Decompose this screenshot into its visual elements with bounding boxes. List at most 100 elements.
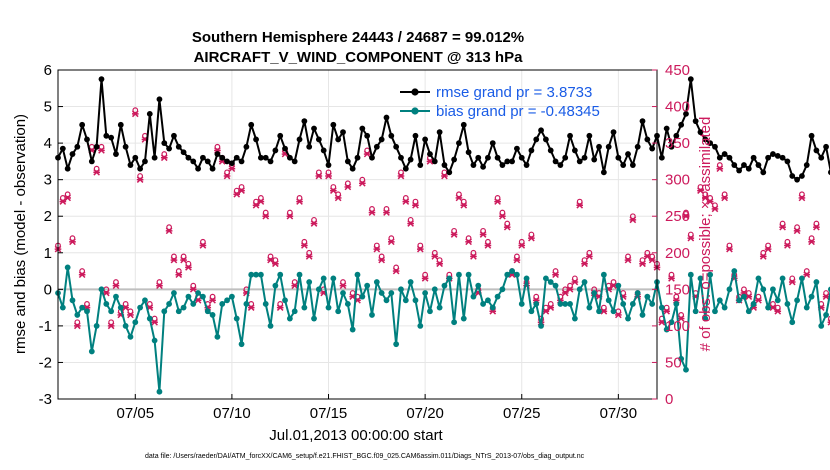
bias-point	[98, 286, 105, 293]
obs-possible-point	[547, 301, 554, 307]
obs-possible-point	[185, 260, 192, 267]
obs-assimilated-point	[102, 289, 110, 297]
obs-assimilated-point	[98, 147, 105, 154]
obs-assimilated-point	[629, 216, 637, 224]
obs-assimilated-point	[199, 242, 207, 249]
bias-point	[673, 301, 680, 307]
right-tick-label: 250	[665, 208, 690, 225]
rmse-point	[542, 136, 549, 143]
obs-assimilated-point	[827, 318, 830, 326]
rmse-point	[668, 143, 675, 150]
obs-assimilated-point	[156, 282, 163, 290]
left-tick-label: 6	[44, 62, 52, 79]
bias-point	[615, 282, 622, 289]
bias-point	[509, 268, 515, 274]
x-tick-label: 07/10	[213, 405, 251, 422]
obs-assimilated-point	[325, 172, 332, 180]
obs-possible-point	[533, 293, 540, 300]
bias-point	[122, 322, 129, 329]
rmse-point	[320, 147, 327, 154]
obs-assimilated-point	[397, 172, 405, 180]
rmse-point	[253, 136, 259, 143]
bias-point	[378, 290, 385, 296]
bias-point	[364, 282, 371, 289]
left-tick-label: 5	[44, 99, 52, 116]
rmse-point	[359, 125, 366, 132]
bias-point	[663, 326, 670, 333]
bias-point	[436, 304, 443, 311]
bias-point	[224, 297, 230, 304]
bias-point	[692, 308, 699, 315]
rmse-point	[658, 154, 665, 161]
bias-point	[745, 308, 752, 315]
rmse-point	[398, 154, 404, 161]
rmse-point	[470, 162, 477, 168]
rmse-point	[716, 154, 723, 161]
bias-series	[55, 264, 830, 395]
obs-possible-point	[799, 191, 805, 198]
obs-assimilated-point	[663, 307, 670, 315]
rmse-point	[335, 136, 342, 143]
bias-point	[818, 322, 825, 329]
obs-possible-point	[175, 268, 182, 274]
obs-assimilated-point	[721, 194, 728, 202]
obs-assimilated-point	[494, 198, 501, 205]
rmse-point	[480, 163, 486, 170]
bias-point	[267, 322, 274, 329]
rmse-point	[422, 136, 429, 143]
bias-point	[741, 293, 747, 300]
obs-possible-point	[388, 235, 395, 242]
obs-possible-point	[480, 227, 486, 234]
obs-possible-point	[306, 249, 313, 256]
bias-point	[808, 293, 815, 300]
obs-assimilated-point	[359, 179, 366, 187]
x-axis-ticks: 07/05 07/10 07/15 07/20 07/25 07/30	[117, 394, 637, 422]
bias-point	[151, 337, 158, 344]
rmse-point	[779, 154, 786, 161]
rmse-point	[591, 156, 598, 163]
obs-possible-point	[760, 249, 767, 256]
bias-point	[533, 301, 540, 307]
obs-assimilated-point	[822, 293, 830, 300]
rmse-point	[576, 158, 583, 165]
rmse-point	[489, 140, 496, 147]
rmse-point	[132, 154, 139, 161]
rmse-point	[504, 158, 511, 165]
bias-point	[156, 388, 163, 395]
bias-point	[591, 290, 598, 296]
obs-possible-point	[214, 143, 221, 150]
obs-possible-point	[494, 195, 501, 201]
legend: rmse grand pr = 3.8733 bias grand pr = -…	[400, 84, 600, 120]
obs-possible-point	[393, 264, 400, 271]
rmse-point	[59, 145, 66, 152]
bias-point	[552, 282, 559, 289]
rmse-point	[257, 154, 264, 161]
rmse-point	[137, 165, 144, 172]
obs-possible-point	[344, 180, 351, 187]
obs-assimilated-point	[247, 304, 255, 311]
obs-possible-point	[93, 165, 100, 172]
rmse-point	[229, 160, 235, 167]
bias-point	[142, 297, 148, 304]
obs-assimilated-point	[431, 253, 439, 260]
bias-point	[634, 290, 641, 296]
bias-point	[644, 293, 651, 300]
obs-assimilated-point	[455, 194, 463, 202]
rmse-point	[74, 143, 81, 150]
rmse-point	[64, 165, 71, 172]
obs-assimilated-point	[682, 212, 690, 220]
obs-possible-point	[267, 253, 274, 260]
rmse-point	[794, 176, 800, 183]
obs-assimilated-point	[185, 264, 192, 271]
rmse-point	[161, 140, 168, 147]
bias-point	[195, 290, 201, 296]
left-tick-label: 2	[44, 208, 52, 225]
rmse-point	[272, 147, 279, 154]
rmse-point	[282, 145, 288, 152]
obs-assimilated-point	[151, 318, 158, 326]
legend-bias-label: bias grand pr = -0.48345	[436, 103, 600, 120]
rmse-point	[475, 154, 482, 161]
obs-assimilated-point	[363, 150, 371, 158]
rmse-point	[214, 151, 221, 157]
obs-possible-point	[629, 213, 636, 220]
